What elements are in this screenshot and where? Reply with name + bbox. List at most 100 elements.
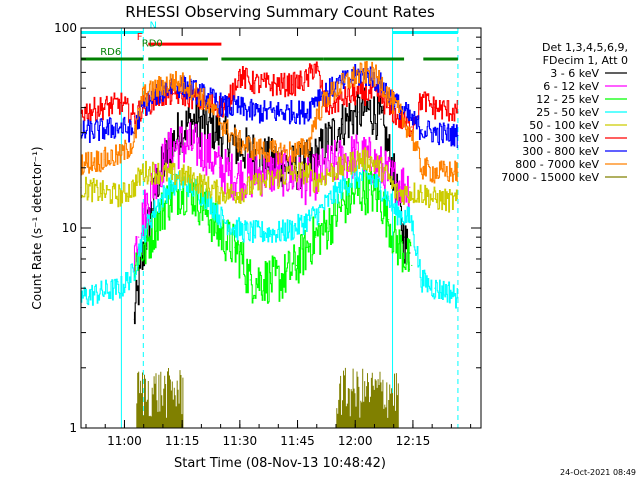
series-6-point-11 (253, 111, 255, 113)
legend-header-0: Det 1,3,4,5,6,9, (542, 41, 628, 54)
series-3-point-24 (388, 198, 390, 200)
flag-f: F (137, 32, 222, 46)
series-2-point-11 (249, 279, 251, 281)
legend-label-5: 100 - 300 keV (522, 132, 599, 145)
series-7-point-3 (133, 141, 136, 143)
series-7-point-6 (172, 80, 174, 83)
series-4-point-7 (188, 176, 190, 178)
series-3-point-22 (368, 176, 371, 178)
series-4-point-10 (238, 192, 240, 194)
series-7-point-17 (341, 84, 344, 86)
series-6-point-23 (411, 118, 413, 120)
series-4-point-2 (120, 195, 122, 197)
series-1-point-5 (180, 144, 182, 146)
series-5-point-1 (103, 106, 105, 109)
series-3-point-15 (280, 231, 282, 234)
series-5-point-15 (315, 63, 317, 65)
series-5-point-26 (457, 111, 459, 113)
series-3-point-14 (265, 231, 267, 234)
series-7-point-8 (207, 102, 209, 104)
series-7-point-20 (380, 79, 382, 81)
series-4-point-20 (368, 158, 371, 161)
series-4 (80, 147, 459, 213)
series-4-point-18 (341, 167, 344, 169)
series-1-point-9 (234, 176, 236, 178)
series-7-point-25 (434, 171, 436, 173)
series-2-point-15 (307, 246, 309, 248)
series-3-point-11 (222, 219, 224, 221)
series-4-point-17 (330, 171, 332, 173)
series-path-7 (80, 61, 458, 184)
series-0-point-18 (357, 111, 359, 113)
series-6-point-10 (238, 106, 240, 109)
series-path-2 (133, 169, 412, 304)
series-7-point-21 (388, 94, 390, 97)
flag-label-rd6: RD6 (100, 47, 121, 58)
series-5-point-24 (421, 98, 423, 100)
series-6-point-15 (315, 96, 317, 98)
series-7-point-10 (238, 141, 240, 143)
series-4-point-26 (457, 201, 459, 203)
x-tick-label-3: 11:45 (280, 434, 315, 448)
series-3-point-25 (395, 211, 397, 213)
series-4-point-6 (172, 173, 174, 176)
series-5-point-25 (434, 106, 436, 109)
series-0-point-17 (341, 123, 344, 125)
series-2-point-20 (368, 189, 371, 191)
series-4-point-13 (280, 176, 282, 178)
y-tick-label-2: 100 (54, 21, 77, 35)
series-5-point-20 (380, 96, 382, 98)
series-5-point-13 (291, 84, 294, 86)
series-5-point-3 (133, 116, 136, 118)
flag-label-f: F (137, 32, 143, 43)
series-7-point-22 (399, 113, 401, 115)
series-3-point-23 (380, 186, 382, 188)
series-3-point-29 (449, 291, 451, 293)
legend-label-7: 800 - 7000 keV (515, 158, 599, 171)
series-7-point-16 (326, 96, 328, 98)
flag-n: N (81, 20, 458, 34)
x-tick-label-4: 12:00 (338, 434, 373, 448)
series-1-point-23 (409, 186, 411, 188)
series-7-point-9 (226, 129, 228, 131)
legend: Det 1,3,4,5,6,9,FDecim 1, Att 03 - 6 keV… (501, 41, 628, 184)
series-2-point-23 (395, 241, 397, 243)
series-0-point-16 (326, 141, 328, 143)
series-0-point-1 (138, 291, 140, 293)
legend-label-1: 6 - 12 keV (543, 80, 599, 93)
series-2-point-12 (265, 279, 267, 281)
series-6-point-14 (307, 111, 309, 113)
series-4-point-4 (141, 171, 144, 173)
legend-label-4: 50 - 100 keV (529, 119, 599, 132)
series-path-8 (136, 367, 399, 428)
series-6-point-13 (291, 111, 294, 113)
flag-label-n: N (149, 20, 156, 31)
series-0-point-8 (218, 131, 221, 134)
x-axis-label: Start Time (08-Nov-13 10:48:42) (174, 456, 386, 471)
series-3-point-6 (157, 204, 159, 206)
series-7-point-4 (141, 96, 144, 98)
series-7-point-11 (253, 147, 255, 150)
series-6-point-8 (207, 96, 209, 98)
x-tick-label-2: 11:30 (223, 434, 258, 448)
series-2-point-8 (218, 231, 221, 234)
series-1-point-22 (395, 181, 397, 183)
series-1-point-8 (218, 167, 221, 169)
series-4-point-14 (295, 171, 297, 173)
series-2-point-22 (388, 219, 390, 221)
flag-rd6: RD6 (81, 47, 458, 61)
series-6-point-1 (103, 129, 105, 131)
legend-label-2: 12 - 25 keV (536, 93, 599, 106)
series-3-point-28 (434, 287, 436, 289)
series-4-point-5 (157, 171, 159, 173)
series-7-point-13 (291, 151, 294, 153)
series-5-point-18 (357, 92, 359, 95)
series-3 (80, 164, 459, 309)
series-7-point-24 (421, 167, 423, 169)
series-path-6 (80, 64, 458, 149)
series-7-point-26 (457, 171, 459, 173)
series-3-point-26 (411, 219, 413, 221)
series-1-point-17 (341, 158, 344, 161)
series-1-point-7 (207, 151, 209, 153)
series-1-point-16 (326, 167, 328, 169)
